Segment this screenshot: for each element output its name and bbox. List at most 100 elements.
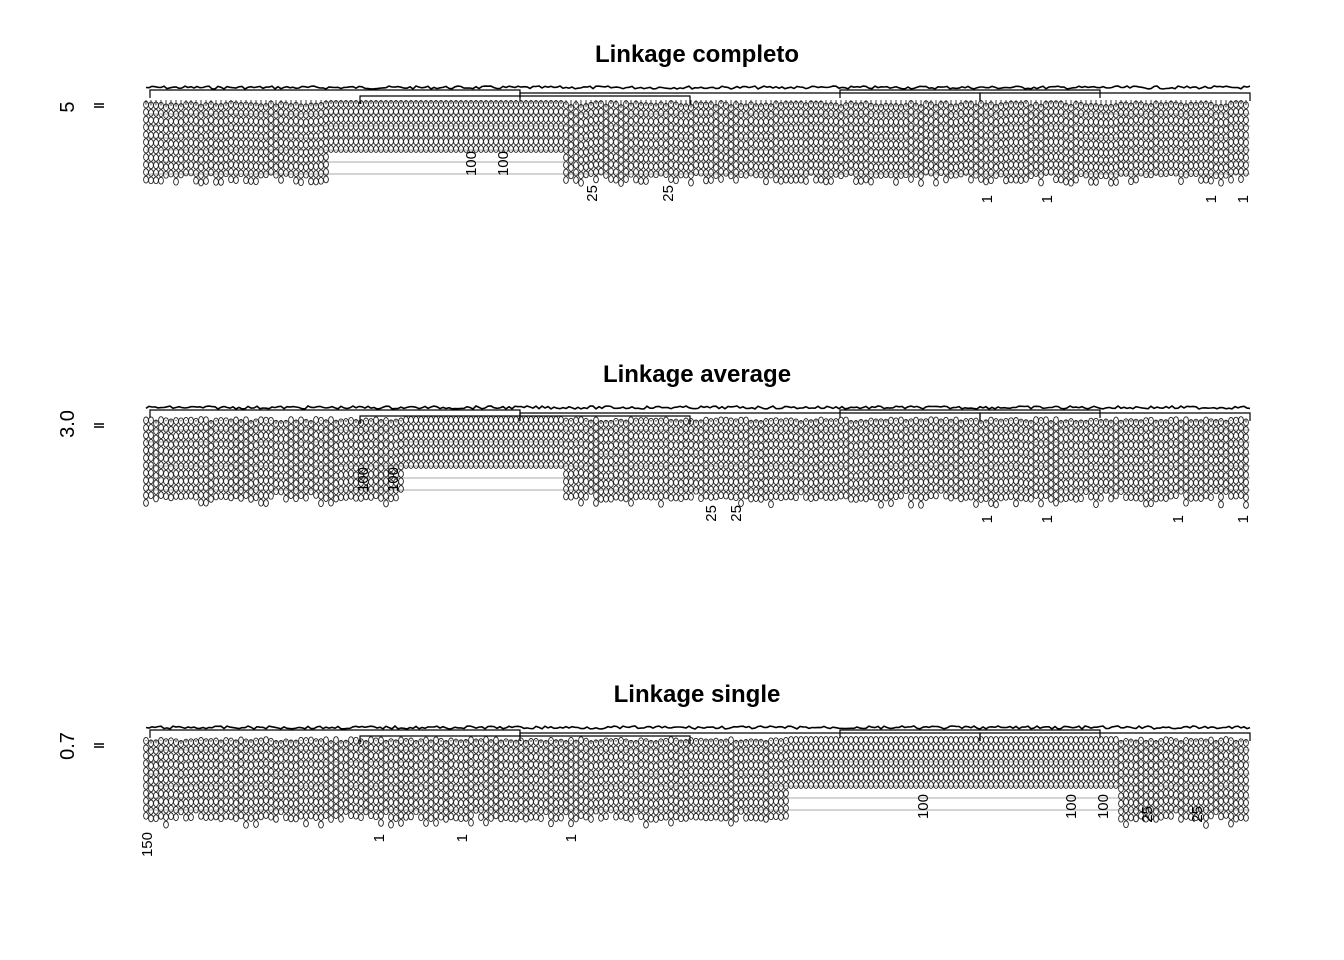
leaf-label-glyph [458, 438, 464, 447]
leaf-label-glyph [1148, 446, 1154, 455]
leaf-label-glyph [218, 439, 224, 448]
leaf-label-glyph [818, 446, 824, 455]
leaf-label-glyph [183, 138, 189, 147]
leaf-label-glyph [858, 117, 864, 125]
leaf-label-glyph [238, 441, 244, 450]
leaf-label-glyph [1153, 145, 1159, 154]
leaf-label-glyph [573, 439, 579, 447]
leaf-label-glyph [1103, 463, 1109, 472]
leaf-label-glyph [863, 123, 869, 131]
leaf-label-glyph [608, 427, 614, 436]
leaf-label-glyph [798, 472, 804, 481]
leaf-label-glyph [283, 472, 289, 481]
leaf-label-glyph [1233, 484, 1239, 492]
leaf-label-glyph [1208, 131, 1214, 140]
leaf-label-glyph [673, 471, 679, 479]
leaf-label-glyph [1243, 138, 1249, 147]
leaf-label-glyph [628, 438, 634, 447]
leaf-label-glyph [598, 122, 604, 131]
leaf-label-glyph [1088, 440, 1094, 448]
leaf-label-glyph [598, 487, 604, 496]
leaf-label-glyph [913, 446, 919, 455]
leaf-label-glyph [358, 115, 364, 123]
leaf-label-glyph [198, 163, 204, 172]
leaf-label-glyph [203, 109, 209, 118]
leaf-label-glyph [1173, 123, 1179, 132]
leaf-label-glyph [558, 130, 564, 138]
leaf-label-glyph [393, 493, 399, 502]
leaf-label-glyph [253, 169, 259, 178]
leaf-label-glyph [1043, 461, 1049, 470]
leaf-label-glyph [783, 138, 789, 146]
leaf-label-glyph [1223, 170, 1229, 179]
leaf-label-glyph [548, 122, 554, 131]
leaf-label-glyph [1178, 434, 1184, 443]
leaf-label-glyph [863, 487, 869, 495]
leaf-label-glyph [338, 478, 344, 487]
leaf-label-glyph [603, 434, 609, 443]
leaf-label-glyph [908, 485, 914, 494]
leaf-label-glyph [1038, 499, 1044, 508]
leaf-label-glyph [843, 431, 849, 440]
leaf-label-glyph [518, 446, 524, 454]
leaf-label-glyph [718, 137, 724, 146]
leaf-label-glyph [243, 483, 249, 492]
leaf-label-glyph [433, 130, 439, 138]
leaf-label-glyph [1043, 453, 1049, 462]
leaf-label-glyph [1088, 155, 1094, 164]
leaf-label-glyph [913, 162, 919, 171]
leaf-label-glyph [578, 431, 584, 439]
leaf-label-glyph [1023, 486, 1029, 495]
leaf-label-glyph [423, 137, 429, 146]
leaf-label-glyph [408, 453, 414, 462]
leaf-label-glyph [1003, 139, 1009, 147]
leaf-label-glyph [433, 145, 439, 153]
leaf-label-glyph [1238, 115, 1244, 123]
leaf-label-glyph [698, 494, 704, 503]
leaf-label-glyph [373, 461, 379, 470]
leaf-label-glyph [378, 441, 384, 450]
leaf-label-glyph [1003, 492, 1009, 501]
leaf-label-glyph [958, 109, 964, 118]
leaf-label-glyph [283, 116, 289, 125]
leaf-label-glyph [713, 141, 719, 150]
leaf-label-glyph [868, 462, 874, 471]
leaf-label-glyph [178, 417, 184, 426]
leaf-label-glyph [198, 171, 204, 179]
leaf-label-glyph [983, 464, 989, 473]
leaf-label-glyph [288, 170, 294, 179]
leaf-label-glyph [1213, 156, 1219, 165]
leaf-label-glyph [1163, 154, 1169, 163]
leaf-label-glyph [158, 468, 164, 477]
leaf-label-glyph [533, 137, 539, 146]
leaf-label-glyph [1073, 153, 1079, 162]
leaf-label-glyph [993, 111, 999, 119]
leaf-label-glyph [863, 108, 869, 116]
leaf-label-glyph [323, 130, 329, 139]
leaf-label-glyph [623, 449, 629, 458]
leaf-label-glyph [703, 161, 709, 170]
leaf-label-glyph [593, 175, 599, 184]
leaf-label-glyph [1233, 491, 1239, 500]
leaf-label-glyph [533, 122, 539, 131]
leaf-label-glyph [923, 448, 929, 456]
leaf-label-glyph [883, 117, 889, 126]
leaf-label-glyph [1028, 156, 1034, 165]
leaf-label-glyph [958, 427, 964, 435]
leaf-label-glyph [438, 115, 444, 123]
leaf-label-glyph [1188, 449, 1194, 457]
leaf-label-glyph [438, 461, 444, 469]
leaf-label-glyph [1083, 434, 1089, 443]
leaf-label-glyph [608, 442, 614, 451]
leaf-label-glyph [1123, 485, 1129, 494]
leaf-label-glyph [973, 447, 979, 456]
leaf-label-glyph [748, 123, 754, 132]
leaf-label-glyph [953, 454, 959, 462]
leaf-label-glyph [598, 137, 604, 146]
leaf-label-glyph [898, 126, 904, 134]
leaf-label-glyph [828, 463, 834, 471]
leaf-label-glyph [213, 492, 219, 501]
leaf-label-glyph [493, 453, 499, 462]
leaf-label-glyph [1158, 456, 1164, 465]
leaf-label-glyph [678, 110, 684, 119]
